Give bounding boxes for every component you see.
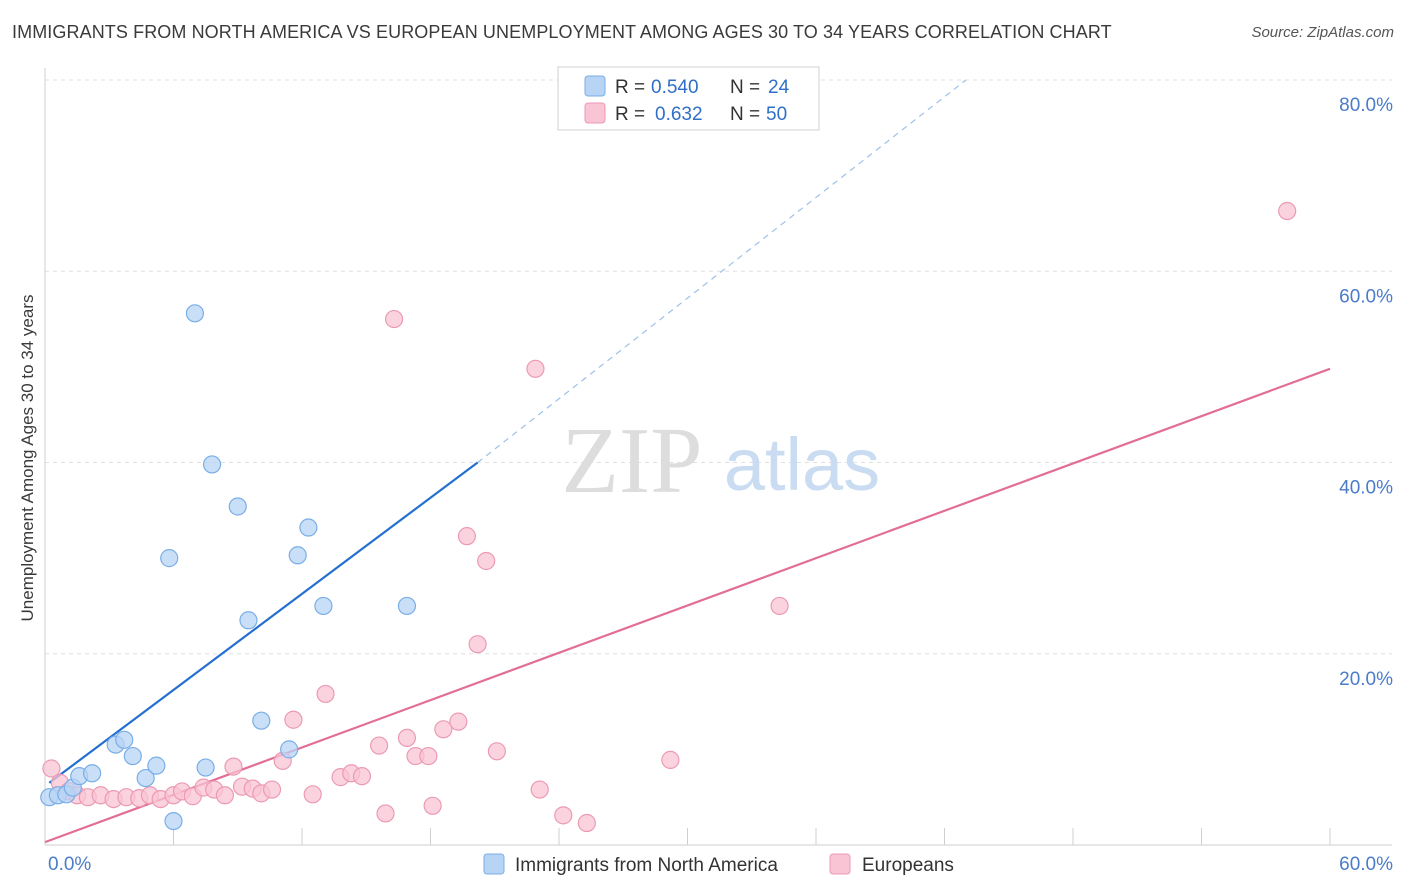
point-europeans [530, 780, 549, 799]
legend-label-north-america: Immigrants from North America [515, 855, 778, 876]
legend-swatch-north-america [483, 853, 505, 875]
stats-n-value-1: 24 [768, 77, 790, 98]
y-tick-label: 20.0% [1339, 669, 1393, 690]
point-north-america [136, 768, 155, 788]
point-north-america [288, 546, 307, 565]
y-tick-label: 60.0% [1339, 286, 1393, 307]
axes [44, 68, 1392, 846]
point-europeans [526, 359, 545, 378]
stats-n-label-1: N = [730, 77, 760, 98]
point-europeans [577, 813, 596, 833]
series-legend: Immigrants from North America Europeans [483, 853, 954, 876]
point-europeans [1278, 201, 1297, 221]
point-north-america [280, 740, 299, 759]
y-tick-label: 40.0% [1339, 478, 1393, 499]
legend-label-europeans: Europeans [862, 855, 954, 876]
point-europeans [419, 746, 438, 766]
y-tick-label: 80.0% [1339, 95, 1393, 116]
point-north-america [115, 730, 134, 749]
point-europeans [554, 806, 573, 825]
point-europeans [468, 635, 487, 654]
stats-legend-swatch-blue [584, 75, 606, 97]
trend-line-europeans [44, 367, 1331, 844]
stats-legend: R = 0.540 N = 24 R = 0.632 N = 50 [557, 66, 820, 131]
point-north-america [397, 596, 417, 616]
point-north-america [239, 611, 258, 630]
stats-r-value-1: 0.540 [651, 77, 699, 98]
stats-r-label-1: R = [615, 77, 645, 98]
point-europeans [303, 785, 322, 804]
point-north-america [164, 811, 183, 831]
point-europeans [661, 750, 680, 769]
data-points [40, 201, 1297, 833]
stats-n-value-2: 50 [766, 104, 787, 125]
point-europeans [384, 309, 404, 329]
point-north-america [196, 758, 215, 777]
x-tick-label: 0.0% [48, 854, 91, 875]
point-europeans [397, 728, 417, 748]
point-north-america [83, 764, 102, 783]
point-europeans [284, 710, 303, 729]
point-europeans [770, 596, 789, 616]
stats-legend-swatch-pink [584, 102, 606, 124]
point-europeans [376, 804, 395, 823]
point-north-america [228, 497, 247, 516]
point-europeans [457, 527, 477, 546]
point-europeans [477, 551, 496, 571]
point-europeans [262, 780, 282, 799]
point-north-america [314, 596, 333, 616]
stats-n-label-2: N = [730, 104, 760, 125]
point-europeans [215, 786, 234, 805]
watermark-atlas: atlas [724, 423, 880, 506]
point-north-america [160, 549, 179, 568]
trend-line-north-america-projection [477, 79, 967, 463]
point-europeans [370, 736, 389, 755]
point-north-america [123, 746, 142, 766]
watermark-zip: ZIP [562, 409, 703, 513]
chart-title: IMMIGRANTS FROM NORTH AMERICA VS EUROPEA… [12, 22, 1112, 42]
point-north-america [299, 518, 318, 537]
point-north-america [202, 455, 222, 474]
point-europeans [449, 712, 468, 731]
source-label: Source: ZipAtlas.com [1251, 24, 1394, 41]
point-north-america [252, 711, 271, 730]
point-north-america [185, 304, 205, 323]
point-europeans [224, 757, 243, 776]
point-europeans [434, 720, 453, 739]
watermark: ZIP atlas [562, 409, 881, 513]
point-europeans [487, 742, 506, 761]
point-europeans [352, 767, 372, 786]
trend-line-north-america [48, 461, 479, 784]
grid [45, 79, 1392, 655]
legend-swatch-europeans [829, 853, 851, 875]
point-europeans [316, 684, 335, 704]
point-europeans [42, 759, 61, 778]
trend-lines [44, 79, 1331, 844]
tick-labels: 20.0% 40.0% 60.0% 80.0% 0.0% 60.0% [48, 95, 1393, 875]
point-north-america [147, 756, 166, 775]
x-tick-label: 60.0% [1339, 854, 1393, 875]
point-europeans [423, 796, 442, 815]
stats-r-value-2: 0.632 [655, 104, 703, 125]
stats-r-label-2: R = [615, 104, 645, 125]
